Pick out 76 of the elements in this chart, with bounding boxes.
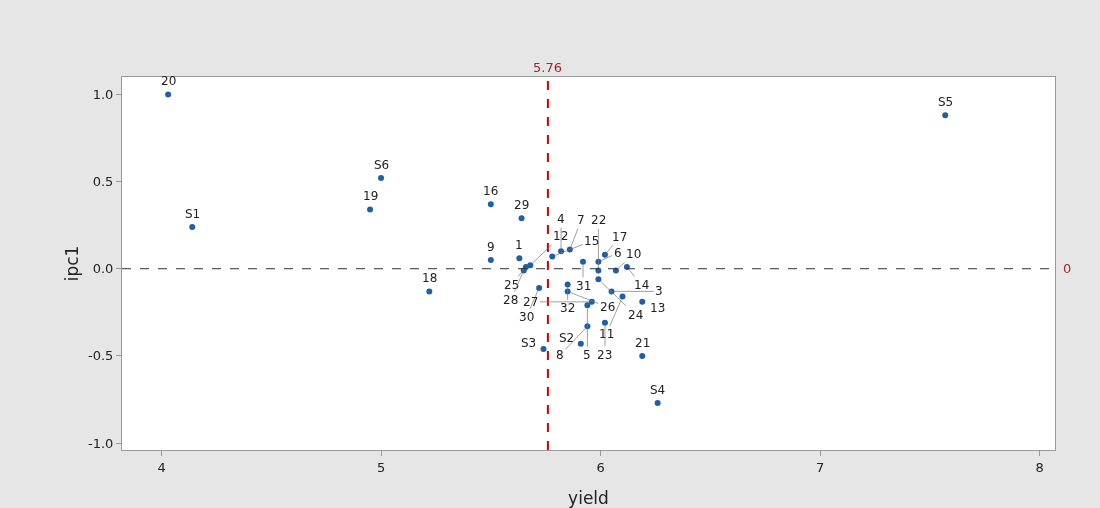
annotation: 1 (515, 238, 523, 252)
point (518, 215, 525, 222)
point (580, 258, 587, 265)
point (549, 253, 556, 260)
annotation: 29 (514, 198, 530, 212)
annotation: 19 (363, 189, 379, 203)
point (564, 281, 571, 288)
y-tick-label: 1.0 (92, 86, 114, 102)
point (536, 284, 543, 291)
point (378, 175, 385, 182)
point (619, 293, 626, 300)
annotation: 31 (576, 279, 592, 293)
x-axis-title: yield (568, 488, 609, 508)
annotation: 18 (422, 271, 438, 285)
point (516, 255, 523, 262)
point (601, 319, 608, 326)
annotation: 14 (634, 278, 650, 292)
point (639, 352, 646, 359)
annotation: 26 (600, 300, 616, 314)
annotation: 15 (584, 234, 600, 248)
annotation: 11 (599, 327, 615, 341)
ref-line-label: 5.76 (533, 60, 562, 75)
point (426, 288, 433, 295)
annotation: 27 (523, 295, 539, 309)
annotation: 17 (612, 230, 628, 244)
annotation: S2 (559, 331, 575, 345)
annotation: S3 (521, 336, 537, 350)
point (527, 262, 534, 269)
annotation: 4 (557, 212, 565, 226)
ref-line-label: 0 (1063, 261, 1072, 276)
point (942, 112, 949, 119)
annotation: 8 (556, 348, 564, 362)
annotation: 21 (635, 336, 651, 350)
point (165, 91, 172, 98)
point (601, 251, 608, 258)
annotation: 28 (503, 293, 519, 307)
annotation: 13 (650, 301, 666, 315)
point (189, 223, 196, 230)
point (540, 345, 547, 352)
y-axis-title: ipc1 (62, 245, 82, 282)
x-tick-label: 8 (1035, 459, 1044, 475)
annotation: 9 (487, 240, 495, 254)
point (367, 206, 374, 213)
annotation: 30 (519, 310, 535, 324)
annotation: 20 (161, 74, 177, 88)
y-tick-label: -0.5 (88, 348, 114, 364)
y-tick-label: 0.0 (92, 261, 114, 277)
x-tick-label: 4 (157, 459, 166, 475)
annotation: S1 (185, 207, 201, 221)
annotation: 12 (553, 229, 569, 243)
point (577, 340, 584, 347)
annotation: 10 (626, 247, 642, 261)
point (487, 201, 494, 208)
annotation: 16 (483, 184, 499, 198)
annotation: 22 (591, 213, 607, 227)
annotation: 24 (628, 308, 644, 322)
point (639, 298, 646, 305)
annotation: 3 (655, 284, 663, 298)
annotation: 23 (597, 348, 613, 362)
x-tick-label: 7 (815, 459, 825, 475)
annotation: 32 (560, 301, 576, 315)
annotation: 5 (583, 348, 591, 362)
y-tick-label: 0.5 (92, 174, 114, 190)
annotation: 7 (577, 213, 585, 227)
x-tick-label: 6 (596, 459, 605, 475)
annotation: S5 (938, 95, 954, 109)
point (654, 399, 661, 406)
annotation: 6 (614, 246, 622, 260)
point (487, 257, 494, 264)
annotation: 25 (504, 278, 520, 292)
annotation: S6 (374, 158, 390, 172)
point (584, 302, 591, 309)
annotation: S4 (650, 383, 666, 397)
point (595, 276, 602, 283)
x-tick-label: 5 (376, 459, 386, 475)
y-tick-label: -1.0 (88, 435, 114, 451)
